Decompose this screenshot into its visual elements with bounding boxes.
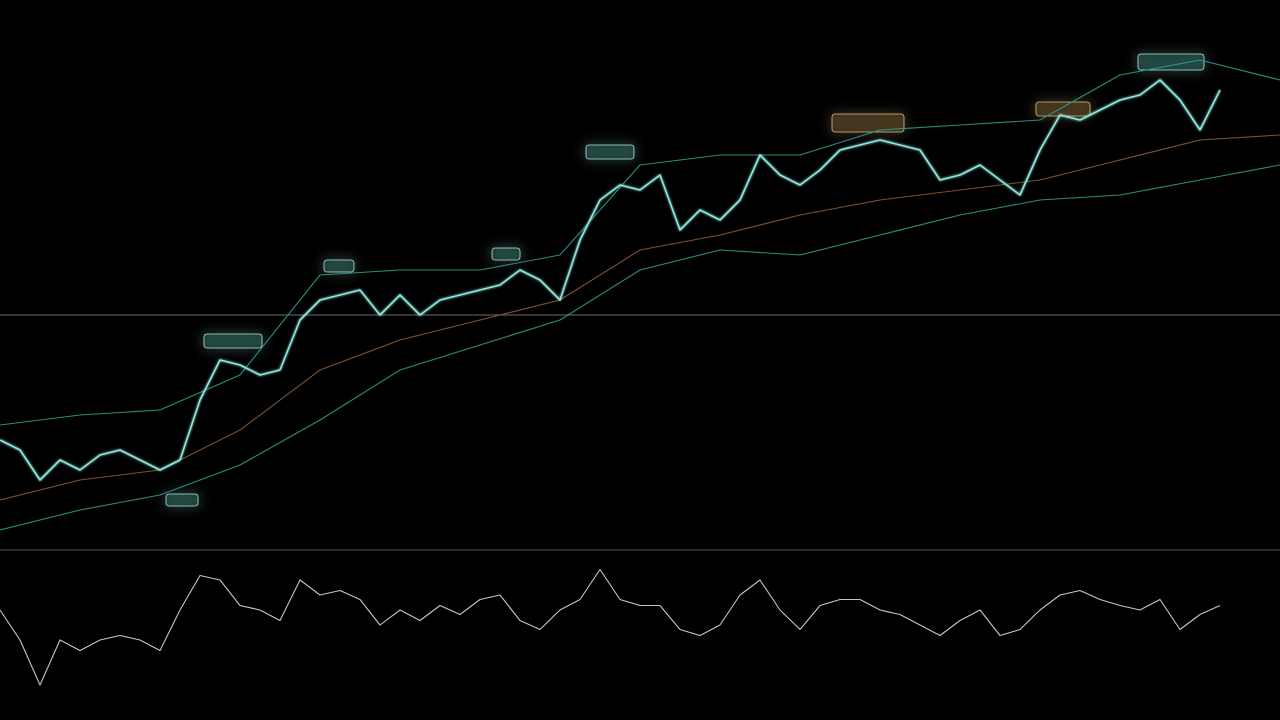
band-line [0, 59, 1280, 426]
band-line [0, 164, 1280, 531]
band-line [0, 134, 1280, 501]
annotations [165, 53, 1205, 507]
annotation-box [165, 493, 199, 507]
oscillator-line [0, 568, 1221, 686]
annotation-box [1137, 53, 1205, 71]
annotation-box [323, 259, 355, 273]
price-line [0, 79, 1221, 481]
annotation-box [491, 247, 521, 261]
annotation-box [585, 144, 635, 160]
annotation-box [1035, 101, 1091, 117]
annotation-box [831, 113, 905, 133]
annotation-box [203, 333, 263, 349]
